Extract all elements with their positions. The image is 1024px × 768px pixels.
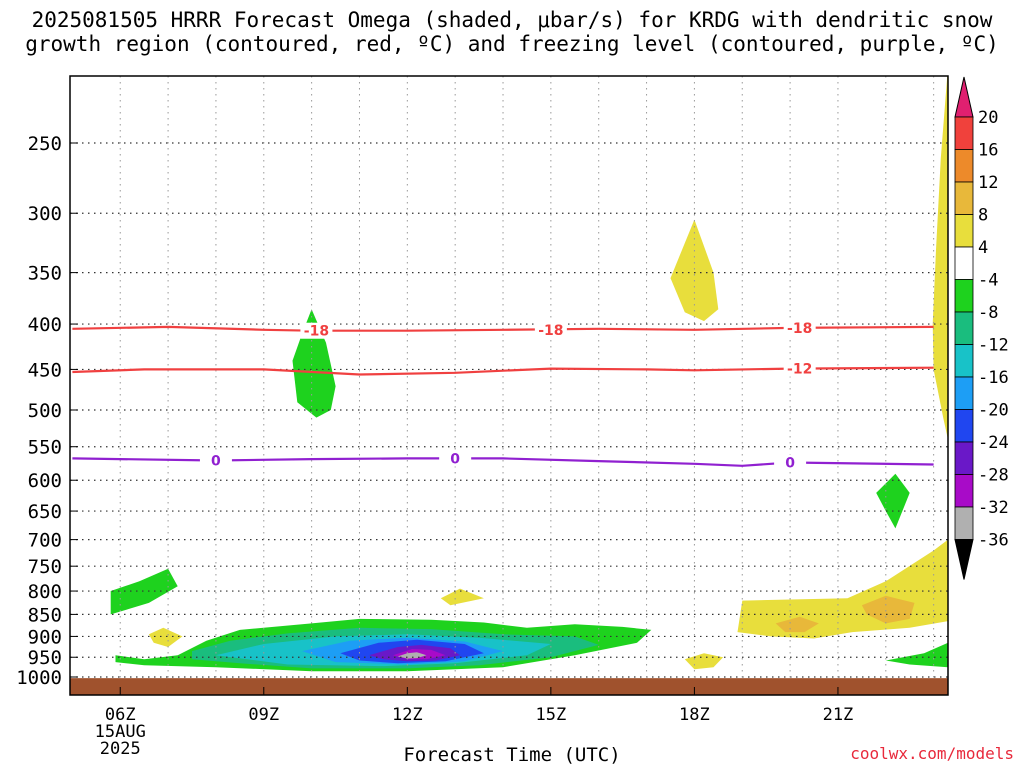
contour-label-bg [534,321,567,338]
contour-line-0 [72,325,934,332]
colorbar-label: -24 [978,433,1009,453]
x-tick-label: 12Z [392,705,423,725]
y-tick-label: 350 [28,263,62,285]
contour-label-4: 0 [211,453,221,469]
y-tick-label: 300 [28,203,62,225]
x-tick-label: 06Z [105,705,136,725]
colorbar-swatch [954,279,974,313]
colorbar-swatch [954,181,974,215]
omega-region-13 [148,627,183,647]
colorbar-label: 4 [978,238,988,258]
plot-frame [69,75,949,696]
x-date-label: 2025 [100,739,141,759]
contour-label-0: -18 [304,324,329,340]
contour-label-2: -18 [787,321,812,337]
y-tick-label: 950 [28,647,62,669]
x-tick-label: 09Z [248,705,279,725]
colorbar-swatch [954,149,974,183]
omega-region-17 [932,76,948,440]
colorbar-swatch [954,116,974,150]
contour-label-6: 0 [785,455,795,471]
colorbar-cap-bottom [954,539,974,580]
omega-region-12 [670,219,719,322]
contour-label-bg [199,452,232,469]
colorbar: 20 16 12 8 4 -4 -8 -12 -16 -20 -24 -28 -32 -36 [954,76,1009,580]
colorbar-label: -12 [978,336,1009,356]
contour-label-5: 0 [450,451,460,467]
omega-region-1 [110,568,178,615]
y-tick-label: 850 [28,604,62,626]
colorbar-swatch [954,344,974,378]
x-tick-label: 18Z [679,705,710,725]
contour-label-1: -18 [538,323,563,339]
ground-layer [70,678,948,695]
omega-region-3 [876,473,910,529]
colorbar-swatch [954,214,974,248]
omega-region-4 [885,642,948,668]
colorbar-swatch [954,311,974,345]
colorbar-label: -16 [978,368,1009,388]
title-line-1: 2025081505 HRRR Forecast Omega (shaded, … [31,8,993,32]
y-tick-label: 500 [28,400,62,422]
contour-label-bg [783,360,816,377]
colorbar-swatch [954,441,974,475]
y-tick-label: 250 [28,133,62,155]
colorbar-label: -28 [978,466,1009,486]
y-tick-label: 700 [28,530,62,552]
y-tick-label: 900 [28,626,62,648]
colorbar-cap-top [954,76,974,118]
contour-lines: -18 -18 -18 -12 0 0 0 [72,319,934,471]
colorbar-label: 8 [978,206,988,226]
y-tick-label: 650 [28,501,62,523]
y-tick-label: 450 [28,359,62,381]
contour-label-bg [300,322,333,339]
y-tick-label: 800 [28,581,62,603]
colorbar-label: 20 [978,108,998,128]
colorbar-swatch [954,376,974,410]
x-tick-label: 15Z [536,705,567,725]
omega-region-18 [775,616,819,633]
x-tick-label: 21Z [823,705,854,725]
colorbar-label: 12 [978,173,998,193]
y-tick-label: 600 [28,470,62,492]
omega-region-14 [440,588,484,606]
contour-label-3: -12 [787,362,812,378]
colorbar-label: -8 [978,303,998,323]
colorbar-label: -20 [978,401,1009,421]
y-tick-label: 750 [28,556,62,578]
colorbar-label: -36 [978,531,1009,551]
y-tick-label: 400 [28,314,62,336]
contour-label-bg [439,450,472,467]
ground-fill [70,678,948,695]
y-axis: 2503003504004505005506006507007508008509… [16,133,78,689]
colorbar-swatch [954,409,974,443]
omega-shaded-regions [110,76,948,672]
x-axis-label: Forecast Time (UTC) [403,744,621,766]
title-line-2: growth region (contoured, red, ºC) and f… [25,32,999,56]
colorbar-label: -32 [978,498,1009,518]
contour-label-bg [774,454,807,471]
colorbar-swatch [954,474,974,508]
watermark: coolwx.com/models [850,744,1014,763]
omega-region-16 [737,539,948,639]
y-tick-label: 550 [28,437,62,459]
y-tick-label: 1000 [16,667,62,689]
colorbar-label: -4 [978,271,998,291]
x-date-label: 15AUG [95,722,146,742]
omega-region-19 [861,595,915,624]
omega-region-15 [684,653,724,670]
contour-line-1 [72,366,934,376]
contour-line-2 [72,457,934,467]
colorbar-swatch [954,506,974,540]
chart-title: 2025081505 HRRR Forecast Omega (shaded, … [0,8,1024,56]
colorbar-label: 16 [978,141,998,161]
contour-label-bg [783,319,816,336]
colorbar-swatch [954,246,974,280]
